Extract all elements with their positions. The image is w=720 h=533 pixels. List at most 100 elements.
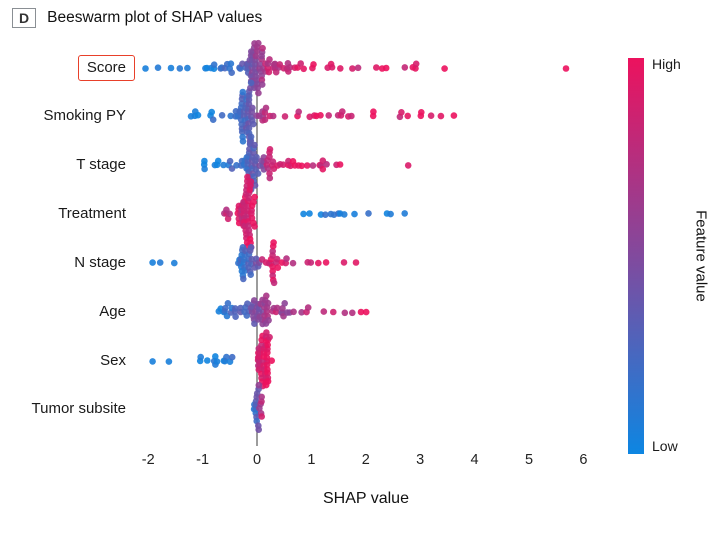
shap-point xyxy=(255,381,263,389)
shap-point xyxy=(319,165,327,173)
shap-point xyxy=(244,300,251,308)
shap-point xyxy=(208,108,215,116)
shap-point xyxy=(357,308,365,316)
shap-point xyxy=(251,182,259,189)
shap-point xyxy=(258,413,266,420)
shap-point xyxy=(300,65,308,73)
shap-point xyxy=(266,333,273,341)
shap-point xyxy=(265,317,272,324)
shap-point xyxy=(315,259,322,267)
shap-point xyxy=(149,358,156,365)
shap-point xyxy=(266,170,273,177)
shap-point xyxy=(263,361,271,368)
shap-point xyxy=(251,320,258,328)
figure-title: Beeswarm plot of SHAP values xyxy=(47,9,263,26)
panel-label: D xyxy=(12,8,37,28)
shap-point xyxy=(149,259,156,266)
points-row-n-stage xyxy=(149,239,360,287)
shap-point xyxy=(240,275,247,283)
shap-point xyxy=(263,354,271,361)
shap-point xyxy=(304,304,312,311)
shap-point xyxy=(269,247,277,255)
shap-point xyxy=(320,308,328,315)
shap-point xyxy=(228,69,235,76)
feature-label-n-stage: N stage xyxy=(74,254,126,271)
shap-point xyxy=(279,305,286,312)
shap-point xyxy=(274,264,282,272)
feature-label-sex: Sex xyxy=(100,352,126,369)
shap-point xyxy=(303,162,311,169)
shap-point xyxy=(258,81,266,88)
shap-point xyxy=(201,165,208,173)
points-row-t-stage xyxy=(200,133,412,193)
shap-point xyxy=(209,116,217,123)
shap-point xyxy=(370,108,377,115)
figure-header: D Beeswarm plot of SHAP values xyxy=(12,8,262,28)
shap-point xyxy=(281,300,289,307)
shap-point xyxy=(441,65,448,72)
shap-point xyxy=(562,65,570,72)
feature-label-treatment: Treatment xyxy=(58,205,126,222)
shap-point xyxy=(176,65,184,72)
shap-point xyxy=(283,255,290,262)
x-tick-label: 2 xyxy=(361,452,370,468)
shap-point xyxy=(270,239,277,246)
shap-point xyxy=(259,44,266,52)
points-row-tumor-subsite xyxy=(250,381,266,434)
shap-point xyxy=(245,125,253,132)
shap-point xyxy=(247,84,254,92)
x-tick-label: 5 xyxy=(524,452,534,468)
shap-point xyxy=(365,210,372,217)
shap-point xyxy=(263,292,270,300)
shap-point xyxy=(300,210,307,218)
feature-value-colorbar xyxy=(628,58,644,454)
shap-point xyxy=(351,210,358,218)
shap-point xyxy=(266,174,274,182)
x-tick-label: -1 xyxy=(196,452,210,468)
shap-point xyxy=(251,193,258,201)
shap-point xyxy=(247,271,254,279)
score-highlight-box: Score xyxy=(77,55,135,81)
shap-point xyxy=(165,358,173,365)
shap-point xyxy=(297,60,305,67)
shap-point xyxy=(341,211,348,218)
shap-point xyxy=(218,112,226,119)
shap-point xyxy=(258,76,266,84)
shap-point xyxy=(373,64,380,71)
x-tick-label: 3 xyxy=(416,452,425,468)
shap-point xyxy=(255,426,262,434)
shap-point xyxy=(247,79,255,87)
shap-point xyxy=(310,61,317,68)
shap-point xyxy=(298,309,305,316)
shap-point xyxy=(266,146,274,153)
shap-point xyxy=(348,112,355,120)
shap-point xyxy=(201,157,208,165)
shap-point xyxy=(317,112,324,119)
shap-point xyxy=(349,65,356,72)
shap-point xyxy=(337,65,344,72)
feature-label-score: Score xyxy=(0,55,135,81)
shap-point xyxy=(167,64,175,72)
colorbar-high-label: High xyxy=(652,56,681,72)
shap-point xyxy=(239,138,247,145)
shap-point xyxy=(250,120,257,128)
shap-point xyxy=(354,64,362,72)
shap-point xyxy=(450,112,458,119)
shap-point xyxy=(156,259,164,266)
shap-point xyxy=(142,65,149,72)
shap-point xyxy=(261,116,269,123)
shap-point xyxy=(266,56,273,63)
shap-point xyxy=(264,369,271,377)
x-axis-label: SHAP value xyxy=(323,490,409,507)
shap-point xyxy=(330,308,337,316)
shap-point xyxy=(269,158,277,165)
shap-point xyxy=(298,162,306,170)
shap-point xyxy=(382,64,390,72)
colorbar-low-label: Low xyxy=(652,438,678,454)
shap-point xyxy=(272,68,280,76)
shap-point xyxy=(427,112,435,119)
shap-point xyxy=(404,162,412,169)
feature-label-age: Age xyxy=(99,303,126,320)
shap-point xyxy=(340,259,348,266)
